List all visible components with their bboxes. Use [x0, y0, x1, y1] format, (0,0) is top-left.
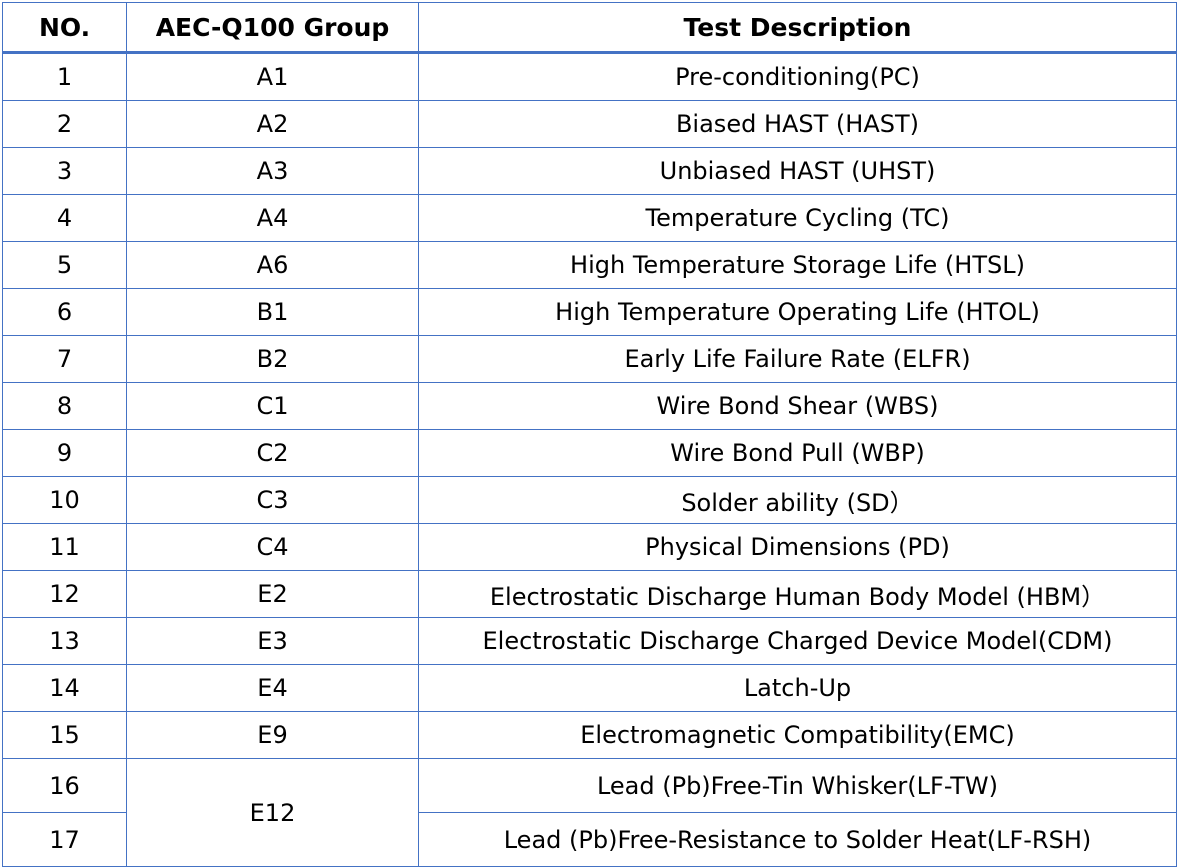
table-row: 13 E3 Electrostatic Discharge Charged Devi…: [2, 617, 1177, 665]
cell-description: Wire Bond Shear (WBS): [418, 382, 1177, 430]
cell-group: C3: [126, 476, 419, 524]
cell-group: C1: [126, 382, 419, 430]
table-row: 3 A3 Unbiased HAST (UHST): [2, 147, 1177, 195]
cell-no: 14: [2, 664, 127, 712]
cell-no: 15: [2, 711, 127, 759]
table-row: 11 C4 Physical Dimensions (PD): [2, 523, 1177, 571]
cell-description: Solder ability (SD）: [418, 476, 1177, 524]
cell-no: 9: [2, 429, 127, 477]
cell-group: A6: [126, 241, 419, 289]
header-no: NO.: [2, 2, 127, 54]
cell-description: Electrostatic Discharge Charged Device M…: [418, 617, 1177, 665]
cell-no: 6: [2, 288, 127, 336]
table-row: 7 B2 Early Life Failure Rate (ELFR): [2, 335, 1177, 383]
cell-group: B1: [126, 288, 419, 336]
cell-description: High Temperature Operating Life (HTOL): [418, 288, 1177, 336]
header-row: NO. AEC-Q100 Group Test Description: [2, 2, 1177, 54]
cell-description: Early Life Failure Rate (ELFR): [418, 335, 1177, 383]
cell-group: A3: [126, 147, 419, 195]
cell-description: Temperature Cycling (TC): [418, 194, 1177, 242]
table-row: 16 E12 Lead (Pb)Free-Tin Whisker(LF-TW): [2, 758, 1177, 867]
cell-no: 8: [2, 382, 127, 430]
cell-no: 17: [2, 812, 127, 867]
cell-no: 10: [2, 476, 127, 524]
table-row: 10 C3 Solder ability (SD）: [2, 476, 1177, 524]
cell-description: Lead (Pb)Free-Resistance to Solder Heat(…: [418, 812, 1177, 867]
header-group: AEC-Q100 Group: [126, 2, 419, 54]
cell-no: 7: [2, 335, 127, 383]
table-row: 4 A4 Temperature Cycling (TC): [2, 194, 1177, 242]
table-row: 1 A1 Pre-conditioning(PC): [2, 52, 1177, 101]
cell-group: B2: [126, 335, 419, 383]
cell-no: 12: [2, 570, 127, 618]
cell-description: Physical Dimensions (PD): [418, 523, 1177, 571]
cell-description: Wire Bond Pull (WBP): [418, 429, 1177, 477]
table-row: 15 E9 Electromagnetic Compatibility(EMC): [2, 711, 1177, 759]
table-row: 8 C1 Wire Bond Shear (WBS): [2, 382, 1177, 430]
cell-no: 1: [2, 52, 127, 101]
cell-description: Latch-Up: [418, 664, 1177, 712]
cell-group: A4: [126, 194, 419, 242]
cell-group: C4: [126, 523, 419, 571]
cell-no: 13: [2, 617, 127, 665]
header-description: Test Description: [418, 2, 1177, 54]
cell-description: Biased HAST (HAST): [418, 100, 1177, 148]
cell-description: High Temperature Storage Life (HTSL): [418, 241, 1177, 289]
table-row: 2 A2 Biased HAST (HAST): [2, 100, 1177, 148]
cell-description: Electrostatic Discharge Human Body Model…: [418, 570, 1177, 618]
cell-no: 11: [2, 523, 127, 571]
cell-no: 16: [2, 758, 127, 813]
table-row: 9 C2 Wire Bond Pull (WBP): [2, 429, 1177, 477]
cell-group: E3: [126, 617, 419, 665]
cell-no: 4: [2, 194, 127, 242]
cell-group: A1: [126, 52, 419, 101]
cell-description: Unbiased HAST (UHST): [418, 147, 1177, 195]
cell-description: Lead (Pb)Free-Tin Whisker(LF-TW): [418, 758, 1177, 813]
table-row: 17 Lead (Pb)Free-Resistance to Solder Hea…: [2, 812, 1177, 867]
cell-group: E2: [126, 570, 419, 618]
table-row: 6 B1 High Temperature Operating Life (HTOL…: [2, 288, 1177, 336]
cell-description: Electromagnetic Compatibility(EMC): [418, 711, 1177, 759]
table-row: 5 A6 High Temperature Storage Life (HTSL): [2, 241, 1177, 289]
cell-no: 2: [2, 100, 127, 148]
cell-group: A2: [126, 100, 419, 148]
cell-group: E4: [126, 664, 419, 712]
cell-group: E12: [126, 758, 419, 867]
cell-description: Pre-conditioning(PC): [418, 52, 1177, 101]
cell-no: 3: [2, 147, 127, 195]
table-row: 12 E2 Electrostatic Discharge Human Body M…: [2, 570, 1177, 618]
table-row: 14 E4 Latch-Up: [2, 664, 1177, 712]
cell-group: C2: [126, 429, 419, 477]
cell-group: E9: [126, 711, 419, 759]
cell-no: 5: [2, 241, 127, 289]
